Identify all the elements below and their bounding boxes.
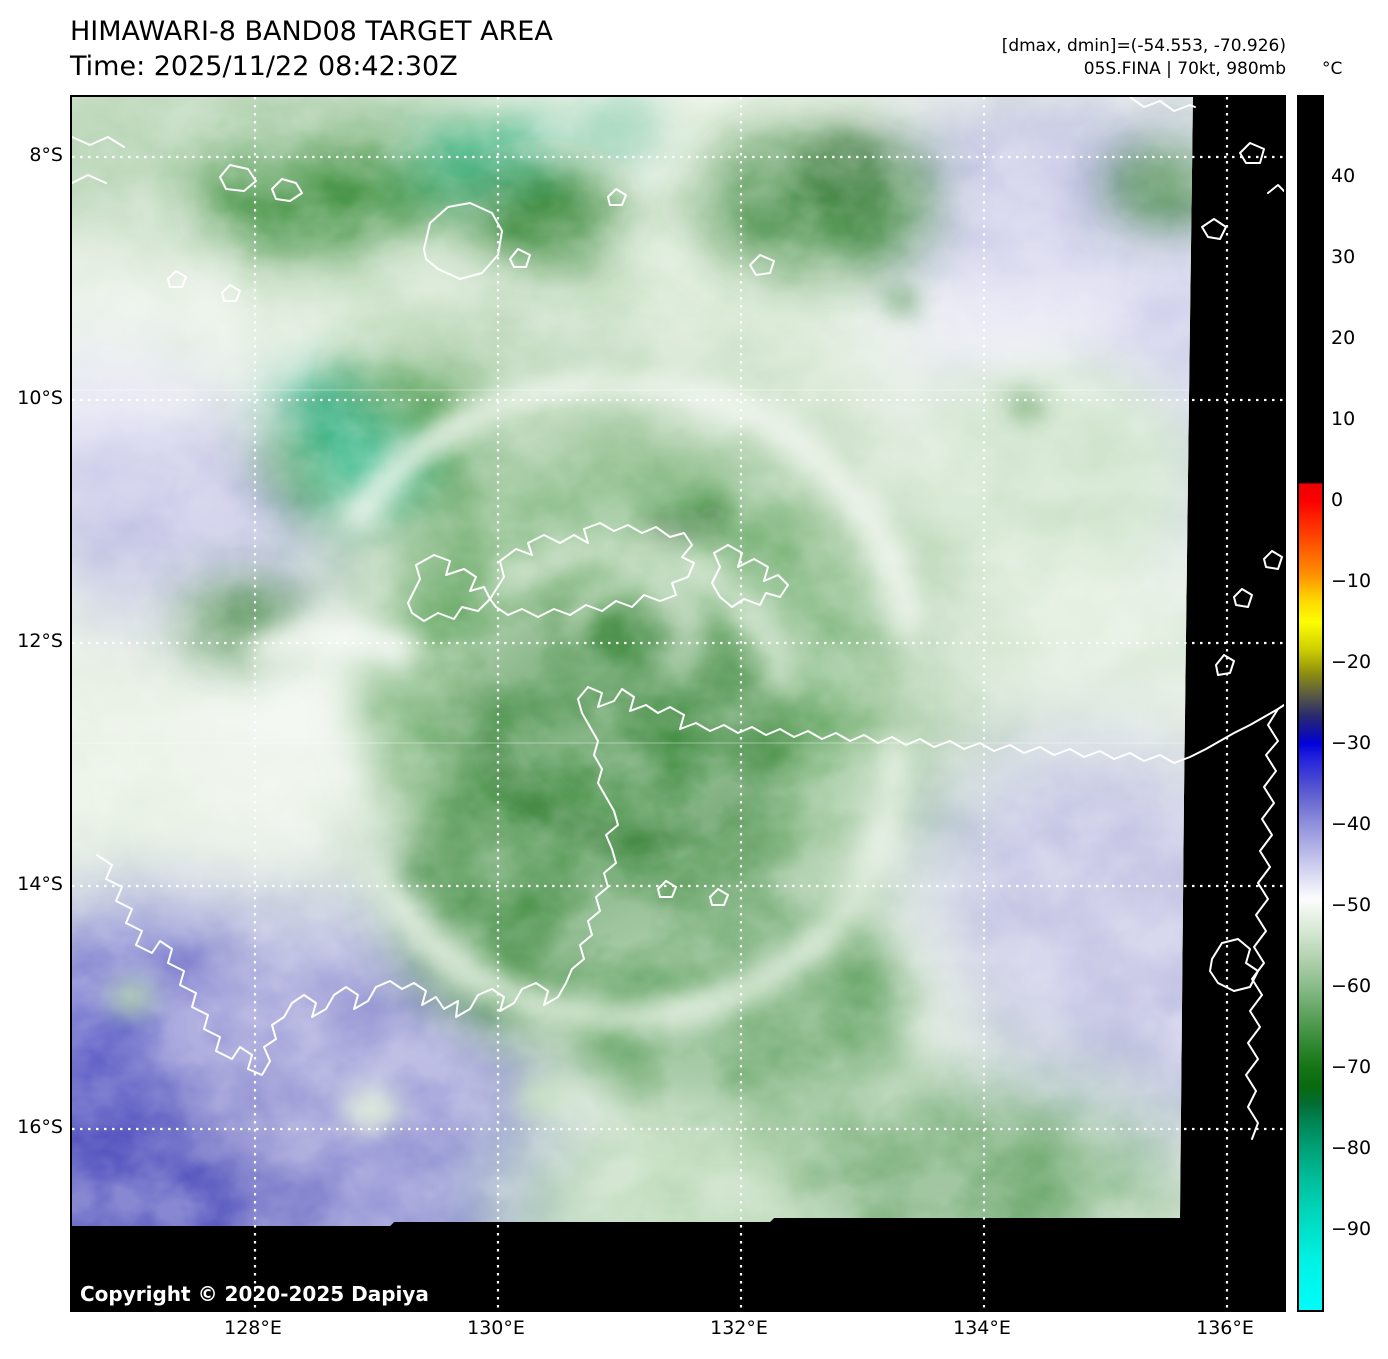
cbar-tick-40: 40 — [1331, 165, 1356, 187]
lat-tick-12s: 12°S — [17, 630, 63, 652]
cbar-tick-10: 10 — [1331, 408, 1356, 430]
storm-info-annotation: 05S.FINA | 70kt, 980mb — [1083, 59, 1286, 79]
satellite-image — [72, 97, 1284, 1310]
lon-tick-128e: 128°E — [224, 1317, 282, 1339]
lon-tick-134e: 134°E — [953, 1317, 1011, 1339]
chart-title: HIMAWARI-8 BAND08 TARGET AREA — [70, 16, 553, 47]
cbar-tick-n50: −50 — [1331, 894, 1372, 916]
cbar-tick-20: 20 — [1331, 327, 1356, 349]
cbar-tick-n60: −60 — [1331, 975, 1372, 997]
coastlines — [72, 97, 1284, 1140]
chart-timestamp: Time: 2025/11/22 08:42:30Z — [70, 51, 458, 82]
colorbar — [1297, 95, 1324, 1312]
cbar-tick-n80: −80 — [1331, 1137, 1372, 1159]
lon-tick-132e: 132°E — [710, 1317, 768, 1339]
colorbar-unit-label: °C — [1322, 59, 1343, 79]
cbar-tick-n20: −20 — [1331, 651, 1372, 673]
lat-tick-8s: 8°S — [29, 144, 63, 166]
cbar-tick-n70: −70 — [1331, 1056, 1372, 1078]
lat-tick-10s: 10°S — [17, 387, 63, 409]
graticule-gridlines — [72, 97, 1284, 1310]
lat-tick-16s: 16°S — [17, 1116, 63, 1138]
cbar-tick-n30: −30 — [1331, 732, 1372, 754]
dmax-dmin-annotation: [dmax, dmin]=(-54.553, -70.926) — [1001, 36, 1286, 56]
lon-tick-130e: 130°E — [467, 1317, 525, 1339]
annotation-block: [dmax, dmin]=(-54.553, -70.926) 05S.FINA… — [1002, 35, 1286, 81]
cbar-tick-n10: −10 — [1331, 570, 1372, 592]
cbar-tick-30: 30 — [1331, 246, 1356, 268]
cloud-field — [72, 97, 1193, 1226]
copyright-notice: Copyright © 2020-2025 Dapiya — [80, 1282, 429, 1306]
lon-tick-136e: 136°E — [1196, 1317, 1254, 1339]
satellite-map: Copyright © 2020-2025 Dapiya — [70, 95, 1286, 1312]
lat-tick-14s: 14°S — [17, 873, 63, 895]
cbar-tick-0: 0 — [1331, 489, 1344, 511]
cbar-tick-n40: −40 — [1331, 813, 1372, 835]
cbar-tick-n90: −90 — [1331, 1218, 1372, 1240]
title-block: HIMAWARI-8 BAND08 TARGET AREA Time: 2025… — [70, 14, 553, 84]
